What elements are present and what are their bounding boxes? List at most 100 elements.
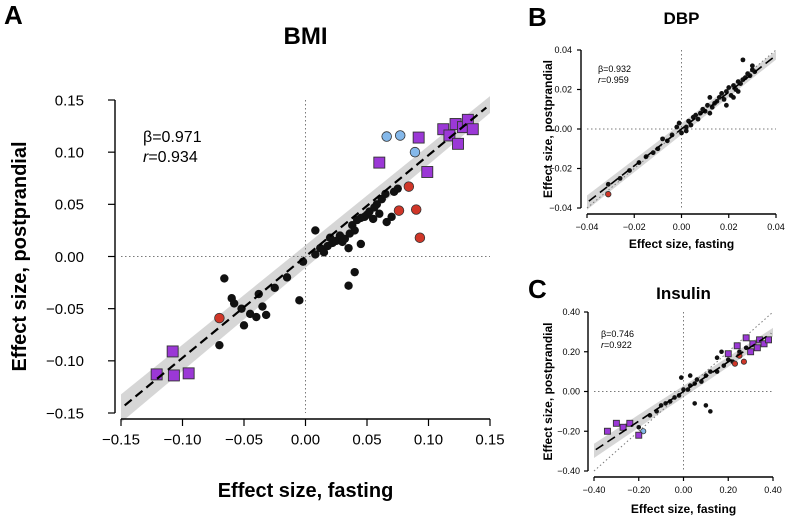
r-value: =0.959 <box>601 75 629 85</box>
y-tick-label: 0.04 <box>554 45 572 55</box>
beta-annotation: β=0.746 <box>601 329 634 339</box>
data-point-purple-square <box>724 350 732 358</box>
r-annotation: r=0.922 <box>601 340 632 350</box>
y-tick-label: 0.00 <box>554 124 572 134</box>
data-point-black <box>707 110 713 116</box>
data-point-purple-square <box>167 369 180 382</box>
x-tick-label: 0.00 <box>675 485 693 495</box>
data-point-purple-square <box>765 336 772 344</box>
data-point-purple-square <box>452 137 464 150</box>
data-point-black <box>723 102 729 108</box>
y-axis-label: Effect size, postprandial <box>541 322 555 460</box>
data-point-black <box>740 57 746 63</box>
data-point-blue <box>381 131 392 142</box>
data-point-black <box>674 124 680 130</box>
regression-line <box>595 332 772 451</box>
data-point-black <box>749 63 755 69</box>
data-point-purple-square <box>437 123 450 136</box>
data-point-black <box>703 403 709 408</box>
y-tick-label: −0.20 <box>557 426 580 436</box>
data-point-purple-square <box>612 419 620 427</box>
data-point-red <box>403 181 415 192</box>
data-point-black <box>688 122 694 128</box>
data-point-black <box>270 283 279 292</box>
data-point-purple-square <box>747 348 755 356</box>
data-point-purple-square <box>150 368 163 381</box>
data-point-black <box>229 299 239 308</box>
r-symbol: r <box>601 340 605 350</box>
data-point-purple-square <box>742 334 750 342</box>
x-tick-label: 0.00 <box>673 222 691 232</box>
data-point-black <box>387 212 396 222</box>
y-tick-label: −0.40 <box>557 466 580 476</box>
data-point-black <box>350 226 359 235</box>
data-point-purple-square <box>619 423 627 431</box>
chart-title: BMI <box>284 23 328 50</box>
data-point-black <box>650 150 656 156</box>
y-tick-label: 0.40 <box>562 307 580 317</box>
x-axis-label: Effect size, fasting <box>631 502 736 516</box>
data-point-black <box>708 409 713 414</box>
x-tick-label: 0.15 <box>475 432 504 449</box>
data-point-purple-square <box>421 166 434 178</box>
x-tick-label: −0.15 <box>102 432 140 449</box>
r-annotation: r=0.959 <box>598 75 629 85</box>
x-axis-label: Effect size, fasting <box>629 237 734 251</box>
data-point-black <box>311 226 320 235</box>
x-tick-label: 0.04 <box>767 222 785 232</box>
data-point-red <box>740 358 747 365</box>
data-point-black <box>295 296 304 305</box>
data-point-black <box>239 321 249 330</box>
data-point-black <box>683 128 689 134</box>
panel-letter-a: A <box>4 0 23 30</box>
data-point-black <box>311 250 320 259</box>
data-point-black <box>215 340 224 350</box>
r-symbol: r <box>598 75 602 85</box>
r-annotation: r=0.934 <box>143 149 198 166</box>
y-axis-label: Effect size, postprandial <box>541 60 555 198</box>
data-point-black <box>692 401 697 406</box>
data-point-black <box>381 189 390 199</box>
data-point-black <box>220 274 229 283</box>
data-point-purple-square <box>626 419 634 427</box>
data-point-black <box>721 96 727 102</box>
data-point-purple-square <box>603 427 611 435</box>
data-point-black <box>708 369 713 374</box>
data-point-red <box>605 191 612 198</box>
data-point-black <box>252 312 261 322</box>
data-point-red <box>410 204 422 215</box>
y-tick-label: 0.00 <box>55 249 84 266</box>
r-value: =0.934 <box>148 149 197 166</box>
y-tick-label: 0.00 <box>562 387 580 397</box>
beta-annotation: β=0.971 <box>143 129 202 146</box>
x-tick-label: −0.04 <box>576 222 599 232</box>
data-point-black <box>393 184 402 193</box>
data-point-purple-square <box>373 156 386 169</box>
x-tick-label: 0.05 <box>352 432 381 449</box>
data-point-black <box>716 95 722 100</box>
y-tick-label: −0.15 <box>46 405 84 422</box>
data-point-purple-square <box>760 340 768 348</box>
data-point-black <box>636 424 642 430</box>
panel-letter-c: C <box>528 274 547 304</box>
data-point-purple-square <box>749 340 757 348</box>
chart-title: Insulin <box>656 284 711 303</box>
y-tick-label: 0.10 <box>55 144 84 161</box>
r-value: =0.922 <box>604 340 632 350</box>
data-point-black <box>726 85 732 90</box>
data-point-black <box>679 130 684 136</box>
y-tick-label: −0.04 <box>549 203 572 213</box>
data-point-purple-square <box>412 131 425 144</box>
data-point-black <box>705 102 710 108</box>
data-point-black <box>382 217 391 227</box>
data-point-black <box>356 239 366 249</box>
x-tick-label: 0.40 <box>764 485 782 495</box>
data-point-red <box>731 360 739 367</box>
data-point-black <box>660 136 665 142</box>
data-point-purple-square <box>443 129 456 142</box>
data-point-black <box>693 112 699 118</box>
panel-c-insulin-plot: Insulin −0.40 −0.20 0.00 0.20 0.40 −0.40 −0.20 0… <box>541 284 782 516</box>
data-point-red <box>393 205 405 216</box>
x-tick-label: −0.02 <box>623 222 646 232</box>
